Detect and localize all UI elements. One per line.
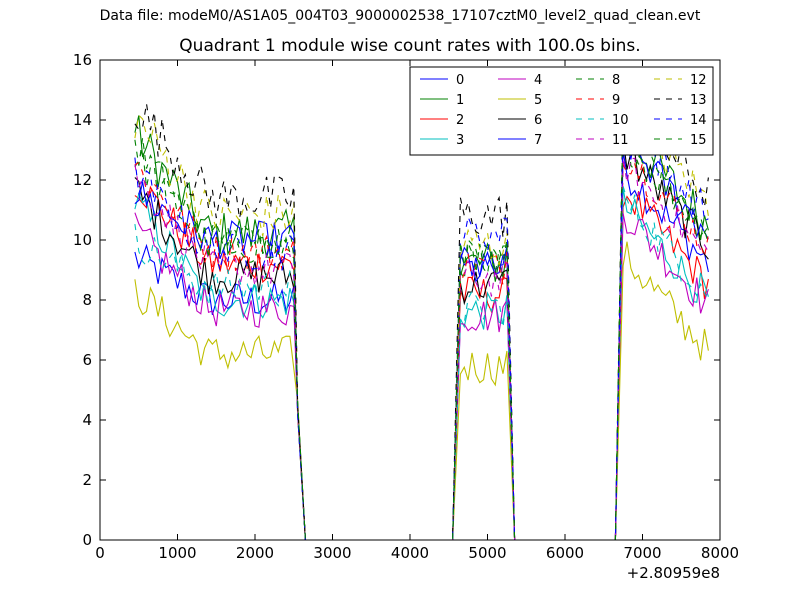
x-tick-label: 2000 [236,544,274,562]
legend-label-15: 15 [690,133,707,148]
legend-label-9: 9 [612,93,620,108]
legend-label-14: 14 [690,113,707,128]
x-tick-label: 4000 [391,544,429,562]
legend-label-0: 0 [456,73,464,88]
x-tick-label: 1000 [158,544,196,562]
series-line-8 [134,126,709,541]
series-line-4 [134,212,709,541]
series-line-5 [134,241,709,541]
legend-label-1: 1 [456,93,464,108]
x-tick-label: 6000 [546,544,584,562]
figure-suptitle: Data file: modeM0/AS1A05_004T03_90000025… [99,8,701,24]
legend-label-5: 5 [534,93,542,108]
legend-label-10: 10 [612,113,629,128]
x-tick-label: 8000 [701,544,739,562]
y-tick-label: 14 [73,111,92,129]
y-tick-label: 6 [82,351,92,369]
y-tick-label: 0 [82,531,92,549]
chart-title: Quadrant 1 module wise count rates with … [179,36,641,56]
legend-box [409,66,714,156]
legend-label-13: 13 [690,93,707,108]
series-line-15 [134,111,709,541]
x-tick-label: 5000 [468,544,506,562]
y-tick-label: 16 [73,51,92,69]
y-tick-label: 4 [82,411,92,429]
x-offset-label: +2.80959e8 [627,564,720,582]
series-line-11 [134,157,709,541]
x-tick-label: 3000 [313,544,351,562]
x-tick-label: 0 [95,544,105,562]
x-tick-label: 7000 [623,544,661,562]
legend-label-12: 12 [690,73,707,88]
series-line-7 [134,128,709,541]
legend-label-8: 8 [612,73,620,88]
series-line-9 [134,161,709,541]
y-tick-label: 10 [73,231,92,249]
y-tick-label: 12 [73,171,92,189]
legend-label-7: 7 [534,133,542,148]
series-line-10 [134,186,709,541]
legend-label-2: 2 [456,113,464,128]
legend-label-4: 4 [534,73,542,88]
y-tick-label: 2 [82,471,92,489]
y-tick-label: 8 [82,291,92,309]
legend-label-11: 11 [612,133,629,148]
legend-label-3: 3 [456,133,464,148]
series-line-14 [134,123,709,541]
legend-label-6: 6 [534,113,542,128]
